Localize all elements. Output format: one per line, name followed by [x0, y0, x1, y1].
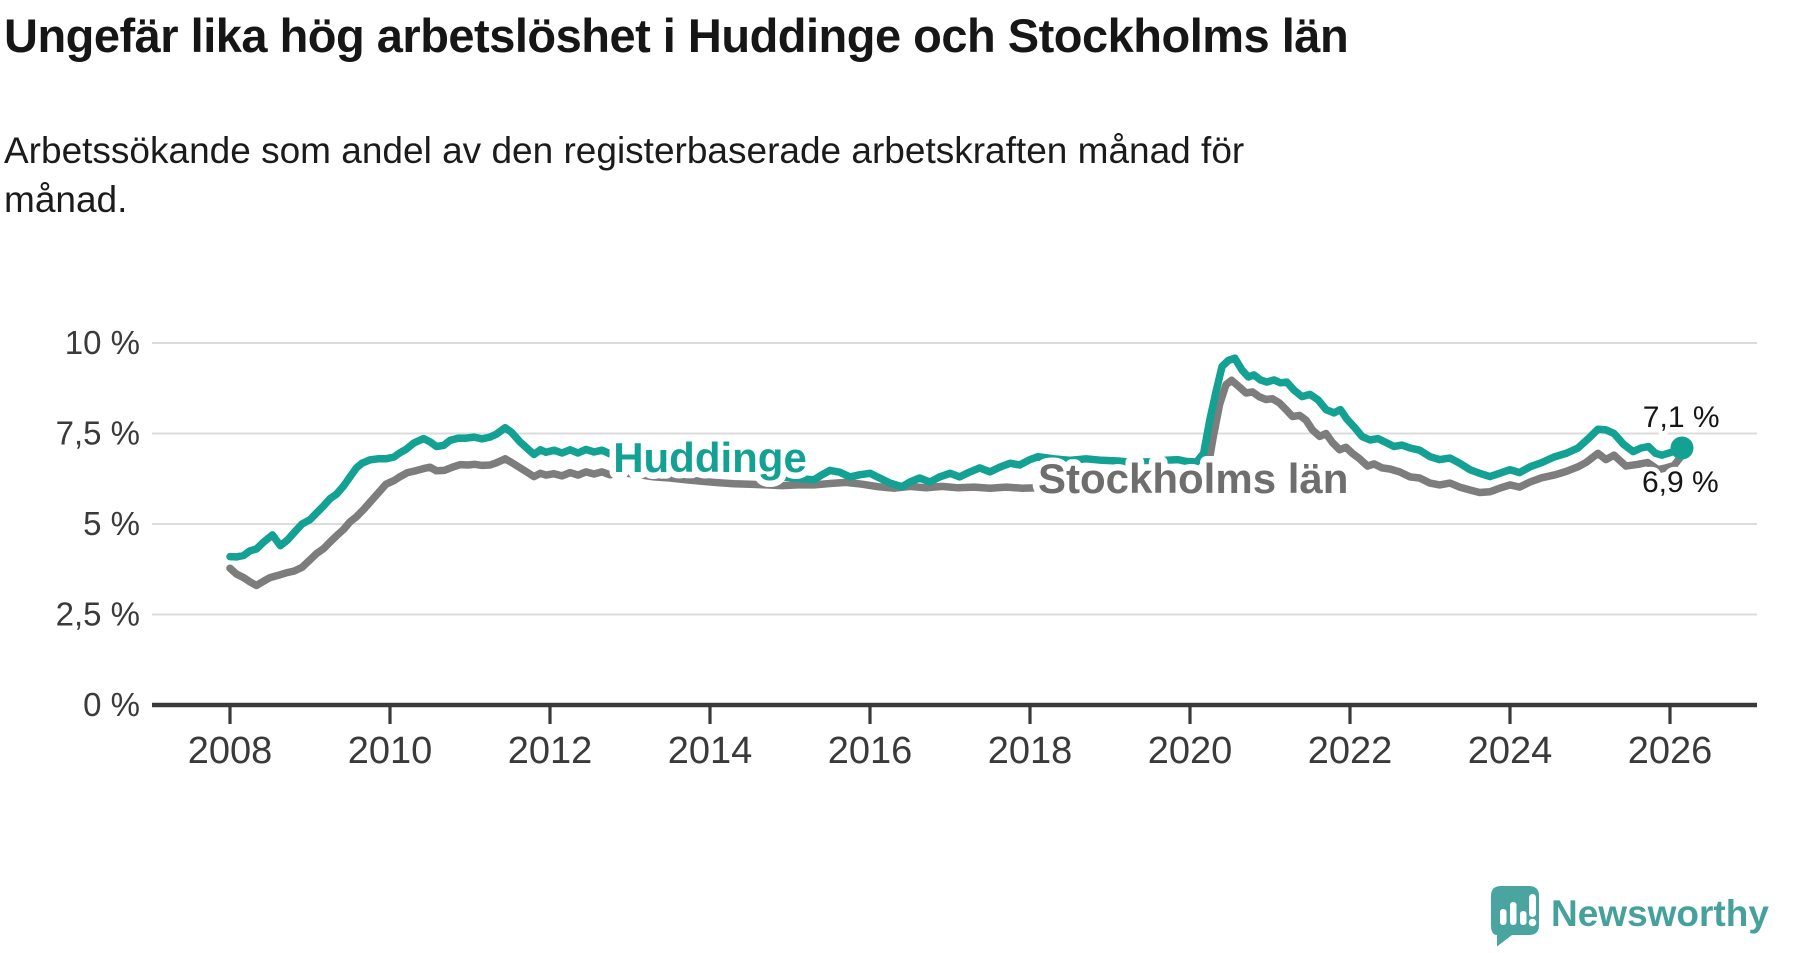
y-axis-label: 7,5 % [56, 415, 140, 452]
chart-title: Ungefär lika hög arbetslöshet i Huddinge… [4, 9, 1349, 62]
logo-exclamation-dot [1528, 918, 1537, 927]
x-axis-label: 2008 [188, 730, 273, 772]
x-axis-label: 2016 [828, 730, 913, 772]
newsworthy-branding: Newsworthy [1484, 878, 1800, 948]
newsworthy-logo-icon [1491, 886, 1539, 947]
series-line-stockholms-län [226, 376, 1686, 590]
x-axis-label: 2012 [508, 730, 593, 772]
x-axis-label: 2010 [348, 730, 433, 772]
newsworthy-logo-text: Newsworthy [1551, 893, 1769, 934]
y-axis-label: 0 % [83, 686, 140, 723]
logo-bar-2 [1510, 902, 1517, 925]
logo-bar-1 [1500, 909, 1507, 925]
series-label-stockholms-län: Stockholms län [1038, 455, 1348, 502]
y-axis-label: 5 % [83, 505, 140, 542]
logo-bar-3 [1520, 911, 1527, 925]
x-axis-label: 2014 [668, 730, 753, 772]
x-axis-label: 2026 [1628, 730, 1713, 772]
series-label-huddinge: Huddinge [613, 434, 807, 481]
x-axis-label: 2024 [1468, 730, 1553, 772]
series-line-huddinge [226, 354, 1686, 561]
chart-subtitle: Arbetssökande som andel av den registerb… [4, 130, 1245, 220]
x-axis-label: 2018 [988, 730, 1073, 772]
series-end-value-stockholms-län: 6,9 % [1642, 466, 1719, 499]
series-end-dot-huddinge [1670, 436, 1694, 460]
y-axis-label: 2,5 % [56, 596, 140, 633]
logo-exclamation-bar [1529, 894, 1536, 917]
x-axis-label: 2022 [1308, 730, 1393, 772]
x-axis-label: 2020 [1148, 730, 1233, 772]
y-axis-label: 10 % [65, 324, 140, 361]
series-end-value-huddinge: 7,1 % [1643, 401, 1720, 434]
